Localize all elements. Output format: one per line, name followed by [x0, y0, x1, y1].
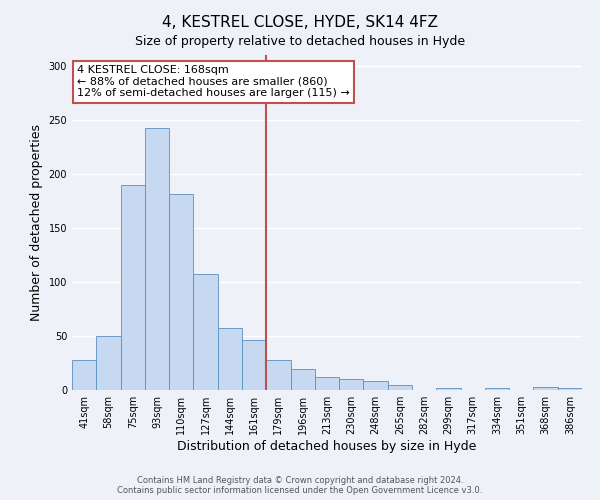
Text: 4 KESTREL CLOSE: 168sqm
← 88% of detached houses are smaller (860)
12% of semi-d: 4 KESTREL CLOSE: 168sqm ← 88% of detache… — [77, 65, 350, 98]
Text: Size of property relative to detached houses in Hyde: Size of property relative to detached ho… — [135, 35, 465, 48]
Bar — [218, 328, 242, 390]
Bar — [96, 336, 121, 390]
Bar — [169, 194, 193, 390]
Bar — [364, 382, 388, 390]
Bar — [558, 388, 582, 390]
Bar — [290, 370, 315, 390]
Bar — [145, 128, 169, 390]
Bar — [436, 388, 461, 390]
Bar — [266, 360, 290, 390]
Bar — [315, 377, 339, 390]
Bar — [485, 388, 509, 390]
Bar — [533, 387, 558, 390]
X-axis label: Distribution of detached houses by size in Hyde: Distribution of detached houses by size … — [178, 440, 476, 453]
Text: 4, KESTREL CLOSE, HYDE, SK14 4FZ: 4, KESTREL CLOSE, HYDE, SK14 4FZ — [162, 15, 438, 30]
Bar — [72, 360, 96, 390]
Bar — [388, 384, 412, 390]
Bar — [339, 379, 364, 390]
Y-axis label: Number of detached properties: Number of detached properties — [30, 124, 43, 321]
Bar — [193, 274, 218, 390]
Bar — [121, 184, 145, 390]
Text: Contains HM Land Registry data © Crown copyright and database right 2024.
Contai: Contains HM Land Registry data © Crown c… — [118, 476, 482, 495]
Bar — [242, 340, 266, 390]
